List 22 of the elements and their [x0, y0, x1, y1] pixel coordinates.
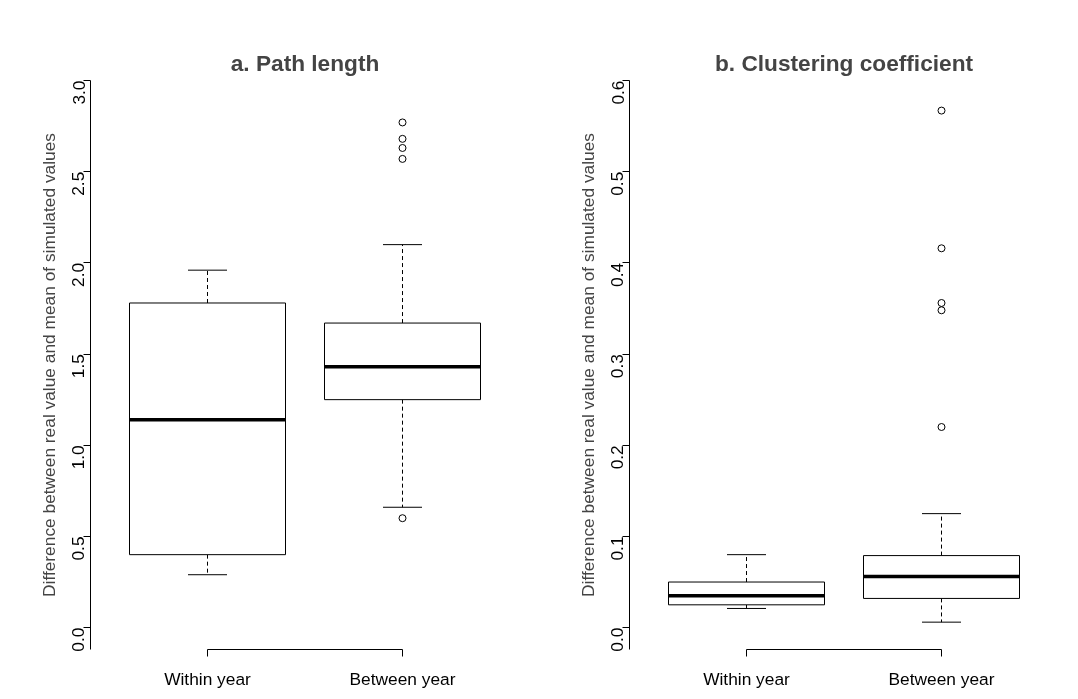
y-tick-label: 0.0	[68, 627, 89, 652]
y-tick-label: 0.4	[607, 262, 628, 287]
chart-title: b. Clustering coefficient	[714, 49, 974, 76]
y-tick-label: 3.0	[68, 80, 89, 105]
y-tick-label: 0.6	[607, 80, 628, 105]
y-tick-label: 0.5	[607, 171, 628, 196]
x-tick-label: Within year	[164, 668, 252, 689]
y-tick-label: 0.1	[607, 536, 628, 561]
y-tick-label: 0.2	[607, 445, 628, 470]
y-tick-label: 1.5	[68, 354, 89, 379]
y-tick-label: 2.5	[68, 171, 89, 196]
y-tick-label: 0.3	[607, 354, 628, 379]
x-tick-label: Between year	[349, 668, 456, 689]
chart-title: a. Path length	[230, 49, 380, 76]
y-tick-label: 1.0	[68, 445, 89, 470]
y-tick-label: 2.0	[68, 262, 89, 287]
x-tick-label: Between year	[888, 668, 995, 689]
y-axis-title: Difference between real value and mean of simulated values	[577, 132, 598, 597]
y-tick-label: 0.0	[607, 627, 628, 652]
y-axis-title: Difference between real value and mean of simulated values	[38, 132, 59, 597]
x-tick-label: Within year	[703, 668, 791, 689]
y-tick-label: 0.5	[68, 536, 89, 561]
